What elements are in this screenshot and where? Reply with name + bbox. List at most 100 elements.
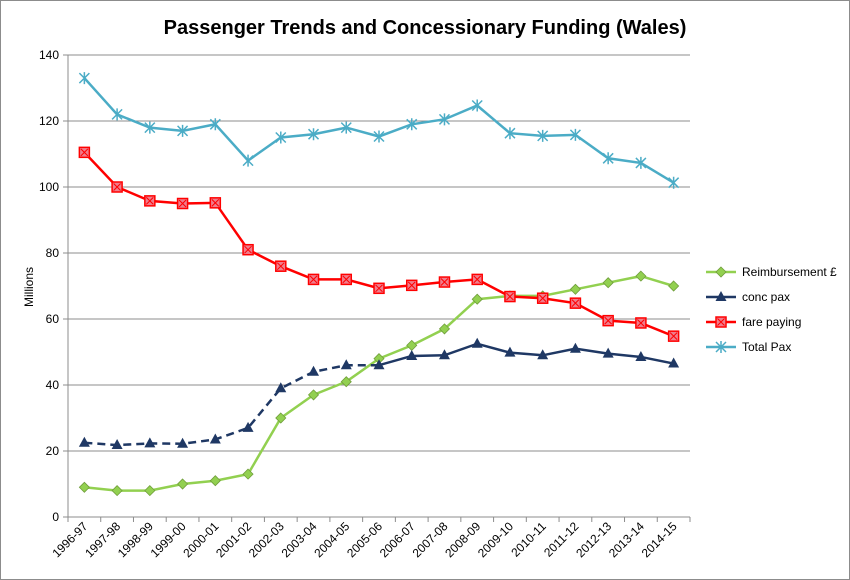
y-axis-label: Millions (22, 267, 36, 307)
data-point (438, 349, 450, 360)
data-point (111, 439, 123, 450)
data-point (373, 359, 385, 370)
series-1 (78, 337, 680, 450)
data-point (144, 437, 156, 448)
data-point (144, 121, 156, 134)
legend-swatch-marker (715, 316, 727, 328)
data-point (340, 121, 352, 134)
data-point (177, 437, 189, 448)
legend-swatch-marker (715, 266, 727, 278)
data-point (569, 128, 581, 141)
x-tick-labels: 1996-971997-981998-991999-002000-012001-… (49, 519, 680, 560)
y-tick-label: 60 (46, 312, 60, 326)
y-tick-label: 20 (46, 444, 60, 458)
series-3 (78, 72, 680, 189)
legend-label: fare paying (742, 315, 801, 329)
data-point (209, 118, 221, 131)
data-point (176, 197, 189, 210)
data-point (209, 475, 221, 487)
data-point (405, 279, 418, 292)
data-point (111, 181, 123, 193)
data-point (340, 359, 352, 370)
data-point (78, 436, 90, 447)
data-point (471, 337, 483, 348)
series-line-dashed (84, 363, 379, 447)
data-point (209, 197, 222, 209)
y-tick-labels: 0 20 40 60 80 100 120 140 (39, 48, 59, 524)
axes (63, 54, 691, 522)
series-line (83, 77, 675, 184)
data-point (275, 260, 287, 272)
data-point (602, 347, 614, 358)
data-point (78, 481, 90, 493)
legend-item-2: fare paying (706, 315, 801, 329)
data-point (78, 146, 91, 159)
y-tick-label: 0 (52, 510, 59, 524)
legend-label: Reimbursement £ (742, 265, 837, 279)
gridlines (68, 54, 690, 452)
data-point (275, 382, 287, 393)
series-0 (78, 270, 680, 497)
data-point (569, 297, 582, 309)
data-point (504, 127, 516, 140)
legend-item-0: Reimbursement £ (706, 265, 837, 279)
data-point (635, 350, 647, 361)
data-point (668, 176, 680, 189)
data-point (242, 468, 254, 480)
data-point (177, 478, 189, 490)
data-point (537, 349, 549, 360)
data-point (209, 433, 221, 444)
x-tick-label: 2010-11 (508, 519, 549, 560)
series-lines (78, 72, 680, 497)
data-point (307, 389, 320, 401)
data-point (635, 270, 647, 282)
chart-title: Passenger Trends and Concessionary Fundi… (164, 17, 687, 39)
data-point (635, 317, 647, 329)
legend-swatch-marker (715, 291, 727, 301)
data-point (373, 282, 385, 295)
data-point (144, 485, 156, 497)
series-line (83, 151, 675, 338)
series-line (378, 342, 674, 367)
data-point (340, 273, 353, 286)
legend-label: Total Pax (742, 340, 791, 354)
data-point (471, 273, 483, 286)
legend-swatch-marker (715, 341, 727, 353)
data-point (78, 72, 90, 85)
legend-item-3: Total Pax (706, 340, 791, 354)
data-point (536, 292, 549, 304)
data-point (307, 273, 320, 286)
data-point (242, 421, 254, 432)
x-tick-label: 2014-15 (639, 519, 680, 560)
legend: Reimbursement £ conc pax fare paying Total … (706, 265, 837, 354)
data-point (177, 124, 189, 137)
data-point (569, 283, 581, 295)
data-point (406, 339, 418, 351)
legend-label: conc pax (742, 290, 790, 304)
data-point (668, 357, 680, 368)
data-point (602, 314, 614, 327)
data-point (438, 276, 451, 288)
data-point (438, 323, 451, 335)
data-point (111, 485, 123, 497)
data-point (635, 156, 647, 169)
data-point (242, 154, 254, 167)
data-point (144, 195, 156, 207)
data-point (406, 349, 418, 360)
data-point (668, 280, 680, 292)
data-point (569, 342, 581, 353)
y-tick-label: 100 (39, 180, 59, 194)
legend-item-1: conc pax (706, 290, 790, 304)
data-point (602, 277, 614, 289)
data-point (308, 365, 320, 376)
data-point (111, 108, 123, 121)
data-point (373, 130, 385, 143)
y-tick-label: 140 (39, 48, 59, 62)
data-point (438, 113, 451, 126)
data-point (242, 243, 254, 256)
data-point (340, 376, 352, 388)
data-point (602, 152, 614, 165)
y-tick-label: 120 (39, 114, 59, 128)
